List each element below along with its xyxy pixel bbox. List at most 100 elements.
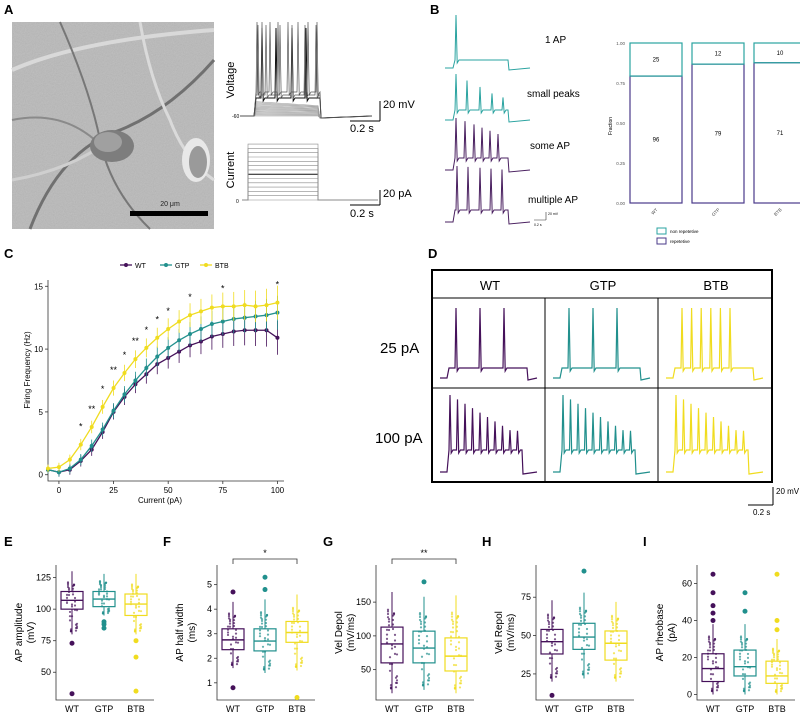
box-jitter-point xyxy=(619,649,623,653)
box-jitter-point xyxy=(235,663,239,666)
d-col-wt: WT xyxy=(480,278,500,293)
box-jitter-point xyxy=(236,641,240,644)
box-jitter-point xyxy=(708,643,712,646)
box-jitter-point xyxy=(715,686,719,689)
panel-letter-i: I xyxy=(643,534,647,549)
legend-marker xyxy=(124,263,128,267)
box-jitter-point xyxy=(263,637,267,640)
trace-some-ap xyxy=(445,117,531,173)
box-jitter-point xyxy=(292,621,296,625)
c-point-btb xyxy=(177,319,182,324)
box-jitter-point xyxy=(610,614,614,617)
box-jitter-point xyxy=(716,684,720,687)
box-jitter-point xyxy=(458,686,462,689)
box-jitter-point xyxy=(742,687,746,690)
box-jitter-point xyxy=(227,612,231,615)
box-jitter-point xyxy=(385,628,389,631)
box-jitter-point xyxy=(103,584,107,587)
c-point-gtp xyxy=(209,321,214,326)
trace-label-small-peaks: small peaks xyxy=(527,89,580,100)
box-jitter-point xyxy=(553,633,557,636)
c-series-line-wt xyxy=(47,329,278,473)
box-jitter-point xyxy=(551,621,555,624)
box-jitter-point xyxy=(744,648,748,651)
box-jitter-point xyxy=(137,605,141,608)
box-jitter-point xyxy=(706,658,710,661)
box-ylabel: (mV/ms) xyxy=(346,614,357,652)
box-jitter-point xyxy=(71,590,75,593)
box-outlier xyxy=(742,608,748,614)
box-jitter-point xyxy=(708,646,712,649)
box-jitter-point xyxy=(581,673,585,676)
box-jitter-point xyxy=(619,667,623,670)
c-significance-mark: ** xyxy=(88,404,96,414)
box-jitter-point xyxy=(452,663,456,667)
c-point-btb xyxy=(46,466,50,471)
box-jitter-point xyxy=(139,610,143,613)
box-jitter-point xyxy=(131,595,135,598)
box-jitter-point xyxy=(550,657,554,660)
c-axes xyxy=(47,280,284,482)
example-traces xyxy=(445,14,531,225)
box-jitter-point xyxy=(293,642,297,645)
voltage-spiking-trace xyxy=(240,21,373,119)
box-jitter-point xyxy=(577,631,581,634)
box-jitter-point xyxy=(716,666,720,669)
box-ylabel: AP half width xyxy=(175,603,186,661)
box-jitter-point xyxy=(73,596,77,600)
d-grid-frame xyxy=(431,269,773,483)
current-step-trace xyxy=(242,195,378,201)
box-jitter-point xyxy=(579,623,583,626)
box-jitter-point xyxy=(65,593,69,596)
box-jitter-point xyxy=(228,625,232,628)
box-jitter-point xyxy=(613,676,617,679)
c-point-btb xyxy=(198,309,203,314)
trace-label-some-ap: some AP xyxy=(530,141,570,152)
c-point-gtp xyxy=(122,392,127,397)
box-jitter-point xyxy=(390,662,394,666)
trace-multiple-ap xyxy=(445,165,531,225)
box-jitter-point xyxy=(75,609,79,612)
box-xtick-label: WT xyxy=(706,704,720,714)
trace-label-1ap: 1 AP xyxy=(545,35,566,46)
mini-scale-t: 0.2 s xyxy=(534,223,542,227)
box-jitter-point xyxy=(418,618,422,622)
c-xtick-label: 75 xyxy=(218,486,227,495)
fraction-axis-label: Fraction xyxy=(608,117,614,135)
c-point-btb xyxy=(220,304,225,309)
box-jitter-point xyxy=(577,623,581,626)
bar-nonrepetitive xyxy=(629,42,683,77)
box-jitter-point xyxy=(741,673,745,676)
box-jitter-point xyxy=(106,611,110,615)
c-ytick-label: 5 xyxy=(39,408,44,417)
box-jitter-point xyxy=(101,612,105,615)
box-jitter-point xyxy=(106,610,110,613)
c-point-gtp xyxy=(133,378,138,383)
box-ytick-label: 2 xyxy=(207,653,212,663)
box-jitter-point xyxy=(135,594,139,598)
box-outlier xyxy=(133,654,139,660)
c-point-btb xyxy=(166,326,171,331)
box-jitter-point xyxy=(774,690,778,693)
box-jitter-point xyxy=(263,650,267,653)
line-chart-legend: WT GTP BTB xyxy=(120,263,229,270)
box-jitter-point xyxy=(748,666,752,669)
box-jitter-point xyxy=(581,670,585,673)
box-jitter-point xyxy=(236,655,240,659)
box-jitter-point xyxy=(421,681,425,684)
box-jitter-point xyxy=(419,620,423,623)
box-jitter-point xyxy=(68,610,72,614)
box-jitter-point xyxy=(264,618,268,621)
box-jitter-point xyxy=(66,583,70,587)
box-jitter-point xyxy=(547,625,551,629)
legend-marker xyxy=(164,263,168,267)
c-point-gtp xyxy=(89,443,94,448)
bar-label-repetitive: 79 xyxy=(715,132,722,138)
box-jitter-point xyxy=(390,644,394,647)
box-jitter-point xyxy=(258,629,262,632)
fraction-tick-label: 1.00 xyxy=(616,41,625,46)
box-jitter-point xyxy=(546,616,550,620)
c-xlabel: Current (pA) xyxy=(138,496,182,505)
bar-category-label: GTP xyxy=(711,207,721,217)
current-step-trace xyxy=(242,143,378,201)
